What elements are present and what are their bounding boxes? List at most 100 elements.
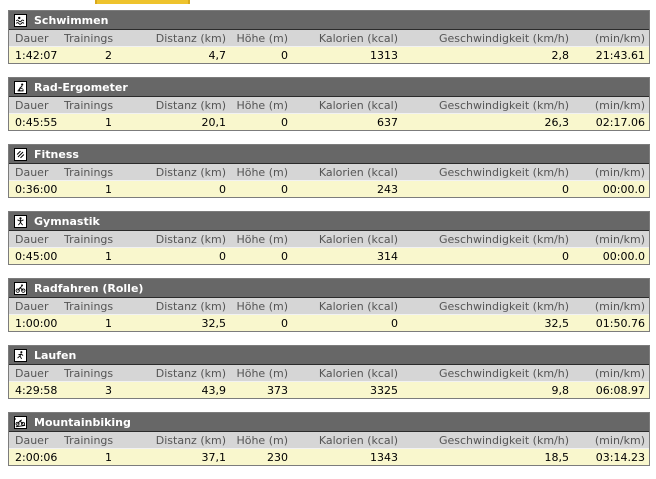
data-row: 0:45:55 1 20,1 0 637 26,3 02:17.06 (9, 114, 649, 130)
value-minkm: 02:17.06 (595, 115, 645, 129)
section-header: Radfahren (Rolle) (9, 279, 649, 298)
activity-section-mountainbiking: Mountainbiking Dauer Trainings Distanz (… (8, 412, 650, 466)
value-kalorien: 1313 (370, 48, 398, 62)
col-geschwindigkeit: Geschwindigkeit (km/h) (438, 98, 569, 112)
running-icon (14, 348, 27, 362)
value-kalorien: 243 (377, 182, 398, 196)
value-distanz: 20,1 (201, 115, 227, 129)
col-kalorien: Kalorien (kcal) (318, 232, 398, 246)
value-distanz: 37,1 (201, 450, 227, 464)
value-minkm: 03:14.23 (595, 450, 645, 464)
value-minkm: 00:00.0 (602, 182, 645, 196)
col-dauer: Dauer (15, 433, 49, 447)
value-geschwindigkeit: 18,5 (544, 450, 570, 464)
column-header-row: Dauer Trainings Distanz (km) Höhe (m) Ka… (9, 97, 649, 114)
active-tab-bottom-edge[interactable] (95, 0, 190, 4)
col-dauer: Dauer (15, 165, 49, 179)
section-header: Rad-Ergometer (9, 78, 649, 97)
value-trainings: 1 (105, 115, 112, 129)
value-kalorien: 0 (391, 316, 398, 330)
col-geschwindigkeit: Geschwindigkeit (km/h) (438, 31, 569, 45)
value-distanz: 43,9 (201, 383, 227, 397)
data-row: 0:45:00 1 0 0 314 0 00:00.0 (9, 248, 649, 264)
value-geschwindigkeit: 0 (562, 182, 569, 196)
value-hoehe: 0 (281, 48, 288, 62)
value-kalorien: 314 (377, 249, 398, 263)
col-trainings: Trainings (64, 232, 114, 246)
col-hoehe: Höhe (m) (236, 299, 288, 313)
col-minkm: (min/km) (594, 299, 645, 313)
section-title: Fitness (34, 147, 79, 161)
fitness-icon (14, 147, 27, 161)
value-minkm: 06:08.97 (595, 383, 645, 397)
col-dauer: Dauer (15, 98, 49, 112)
col-trainings: Trainings (64, 366, 114, 380)
section-header: Mountainbiking (9, 413, 649, 432)
section-header: Gymnastik (9, 212, 649, 231)
mountainbiking-icon (14, 415, 27, 429)
col-kalorien: Kalorien (kcal) (318, 366, 398, 380)
value-dauer: 0:36:00 (15, 182, 58, 196)
value-distanz: 4,7 (208, 48, 227, 62)
ergometer-icon (14, 80, 27, 94)
value-distanz: 32,5 (201, 316, 227, 330)
col-minkm: (min/km) (594, 98, 645, 112)
col-distanz: Distanz (km) (155, 31, 226, 45)
col-geschwindigkeit: Geschwindigkeit (km/h) (438, 366, 569, 380)
section-title: Laufen (34, 348, 77, 362)
col-distanz: Distanz (km) (155, 433, 226, 447)
activity-section-gymnastik: Gymnastik Dauer Trainings Distanz (km) H… (8, 211, 650, 265)
value-geschwindigkeit: 32,5 (544, 316, 570, 330)
activity-section-radfahren-rolle: Radfahren (Rolle) Dauer Trainings Distan… (8, 278, 650, 332)
value-hoehe: 230 (267, 450, 288, 464)
value-distanz: 0 (219, 249, 226, 263)
col-dauer: Dauer (15, 31, 49, 45)
col-kalorien: Kalorien (kcal) (318, 165, 398, 179)
value-trainings: 2 (105, 48, 112, 62)
col-minkm: (min/km) (594, 433, 645, 447)
section-title: Mountainbiking (34, 415, 131, 429)
column-header-row: Dauer Trainings Distanz (km) Höhe (m) Ka… (9, 164, 649, 181)
value-minkm: 01:50.76 (595, 316, 645, 330)
section-title: Gymnastik (34, 214, 100, 228)
col-dauer: Dauer (15, 366, 49, 380)
column-header-row: Dauer Trainings Distanz (km) Höhe (m) Ka… (9, 231, 649, 248)
data-row: 1:00:00 1 32,5 0 0 32,5 01:50.76 (9, 315, 649, 331)
value-dauer: 4:29:58 (15, 383, 58, 397)
value-geschwindigkeit: 0 (562, 249, 569, 263)
col-minkm: (min/km) (594, 232, 645, 246)
data-row: 4:29:58 3 43,9 373 3325 9,8 06:08.97 (9, 382, 649, 398)
col-hoehe: Höhe (m) (236, 98, 288, 112)
col-minkm: (min/km) (594, 366, 645, 380)
col-distanz: Distanz (km) (155, 165, 226, 179)
data-row: 0:36:00 1 0 0 243 0 00:00.0 (9, 181, 649, 197)
col-trainings: Trainings (64, 433, 114, 447)
section-title: Radfahren (Rolle) (34, 281, 144, 295)
col-kalorien: Kalorien (kcal) (318, 433, 398, 447)
col-distanz: Distanz (km) (155, 366, 226, 380)
column-header-row: Dauer Trainings Distanz (km) Höhe (m) Ka… (9, 298, 649, 315)
col-kalorien: Kalorien (kcal) (318, 98, 398, 112)
value-kalorien: 3325 (370, 383, 398, 397)
activity-section-schwimmen: Schwimmen Dauer Trainings Distanz (km) H… (8, 10, 650, 64)
col-hoehe: Höhe (m) (236, 232, 288, 246)
value-dauer: 2:00:06 (15, 450, 58, 464)
col-dauer: Dauer (15, 299, 49, 313)
col-kalorien: Kalorien (kcal) (318, 31, 398, 45)
section-title: Schwimmen (34, 13, 109, 27)
value-geschwindigkeit: 26,3 (544, 115, 570, 129)
value-hoehe: 0 (281, 316, 288, 330)
col-hoehe: Höhe (m) (236, 165, 288, 179)
col-trainings: Trainings (64, 165, 114, 179)
column-header-row: Dauer Trainings Distanz (km) Höhe (m) Ka… (9, 432, 649, 449)
section-header: Fitness (9, 145, 649, 164)
col-geschwindigkeit: Geschwindigkeit (km/h) (438, 299, 569, 313)
col-geschwindigkeit: Geschwindigkeit (km/h) (438, 232, 569, 246)
section-title: Rad-Ergometer (34, 80, 128, 94)
col-trainings: Trainings (64, 31, 114, 45)
value-hoehe: 373 (267, 383, 288, 397)
value-trainings: 1 (105, 182, 112, 196)
value-hoehe: 0 (281, 115, 288, 129)
value-kalorien: 1343 (370, 450, 398, 464)
column-header-row: Dauer Trainings Distanz (km) Höhe (m) Ka… (9, 30, 649, 47)
